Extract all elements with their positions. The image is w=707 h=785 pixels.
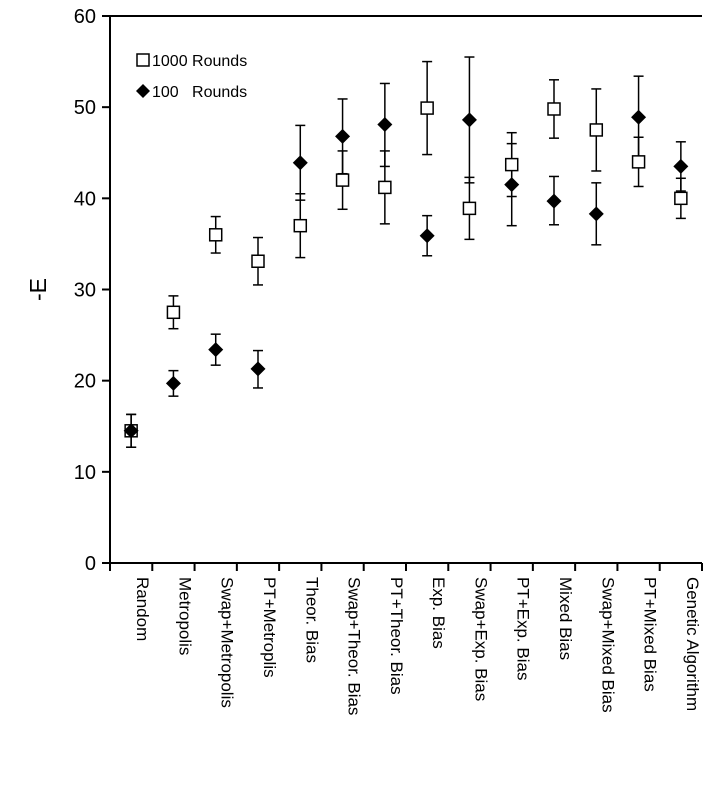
x-tick-label: Mixed Bias [556,577,575,660]
axes [102,15,703,571]
data-point-100-rounds [292,155,308,171]
x-tick-label: Theor. Bias [302,577,321,663]
data-point-100-rounds [419,228,435,244]
data-point-100-rounds [250,361,266,377]
x-tick-label: Random [133,577,152,641]
data-point-100-rounds [504,177,520,193]
x-tick-label: PT+Mixed Bias [641,577,660,692]
x-tick-label: Exp. Bias [429,577,448,649]
data-point-100-rounds [461,112,477,128]
data-point-1000-rounds [378,180,392,195]
data-point-100-rounds [208,342,224,358]
data-point-1000-rounds [462,201,477,216]
x-tick-label: PT+Theor. Bias [387,577,406,695]
data-point-1000-rounds [589,123,604,137]
data-point-100-rounds [165,375,181,391]
data-point-1000-rounds [674,191,688,206]
data-point-100-rounds [631,109,647,125]
y-tick-label: 40 [74,188,96,210]
data-point-1000-rounds [293,218,308,233]
data-point-100-rounds [123,423,139,439]
x-tick-label: PT+Metroplis [260,577,279,678]
data-point-1000-rounds [504,157,519,172]
data-point-1000-rounds [420,101,434,115]
data-point-1000-rounds [251,254,265,268]
x-tick-label: Swap+Metropolis [218,577,237,708]
x-tick-label: PT+Exp. Bias [514,577,533,680]
data-point-100-rounds [673,158,689,174]
data-markers [123,101,689,439]
data-point-1000-rounds [208,228,223,242]
data-point-100-rounds [546,193,562,209]
y-tick-label: 0 [85,553,96,575]
legend-marker-100-rounds [136,84,150,98]
legend-label: 1000 Rounds [152,53,247,70]
x-tick-label: Metropolis [175,577,194,655]
y-axis-title: -E [25,278,51,301]
y-tick-label: 30 [74,280,96,302]
x-tick-label: Swap+Theor. Bias [345,577,364,715]
y-tick-label: 10 [74,462,96,484]
data-point-100-rounds [377,116,393,132]
data-point-100-rounds [588,206,604,222]
error-bars [126,56,686,448]
labels: 0 10 20 30 40 50 60 Random Metropolis Swap+Metrop… [25,6,702,715]
y-tick-label: 50 [74,97,96,119]
legend-label: 100 Rounds [152,84,247,101]
y-tick-label: 60 [74,6,96,28]
legend: 1000 Rounds 100 Rounds [136,53,247,101]
data-point-1000-rounds [631,155,646,169]
legend-marker-1000-rounds [136,53,150,67]
x-tick-label: Swap+Mixed Bias [598,577,617,713]
data-point-1000-rounds [547,102,561,116]
x-tick-label: Swap+Exp. Bias [471,577,490,701]
x-tick-label: Genetic Algorithm [683,577,702,711]
data-point-1000-rounds [166,305,181,320]
y-tick-label: 20 [74,371,96,393]
data-point-100-rounds [335,128,351,144]
data-point-1000-rounds [335,173,350,187]
